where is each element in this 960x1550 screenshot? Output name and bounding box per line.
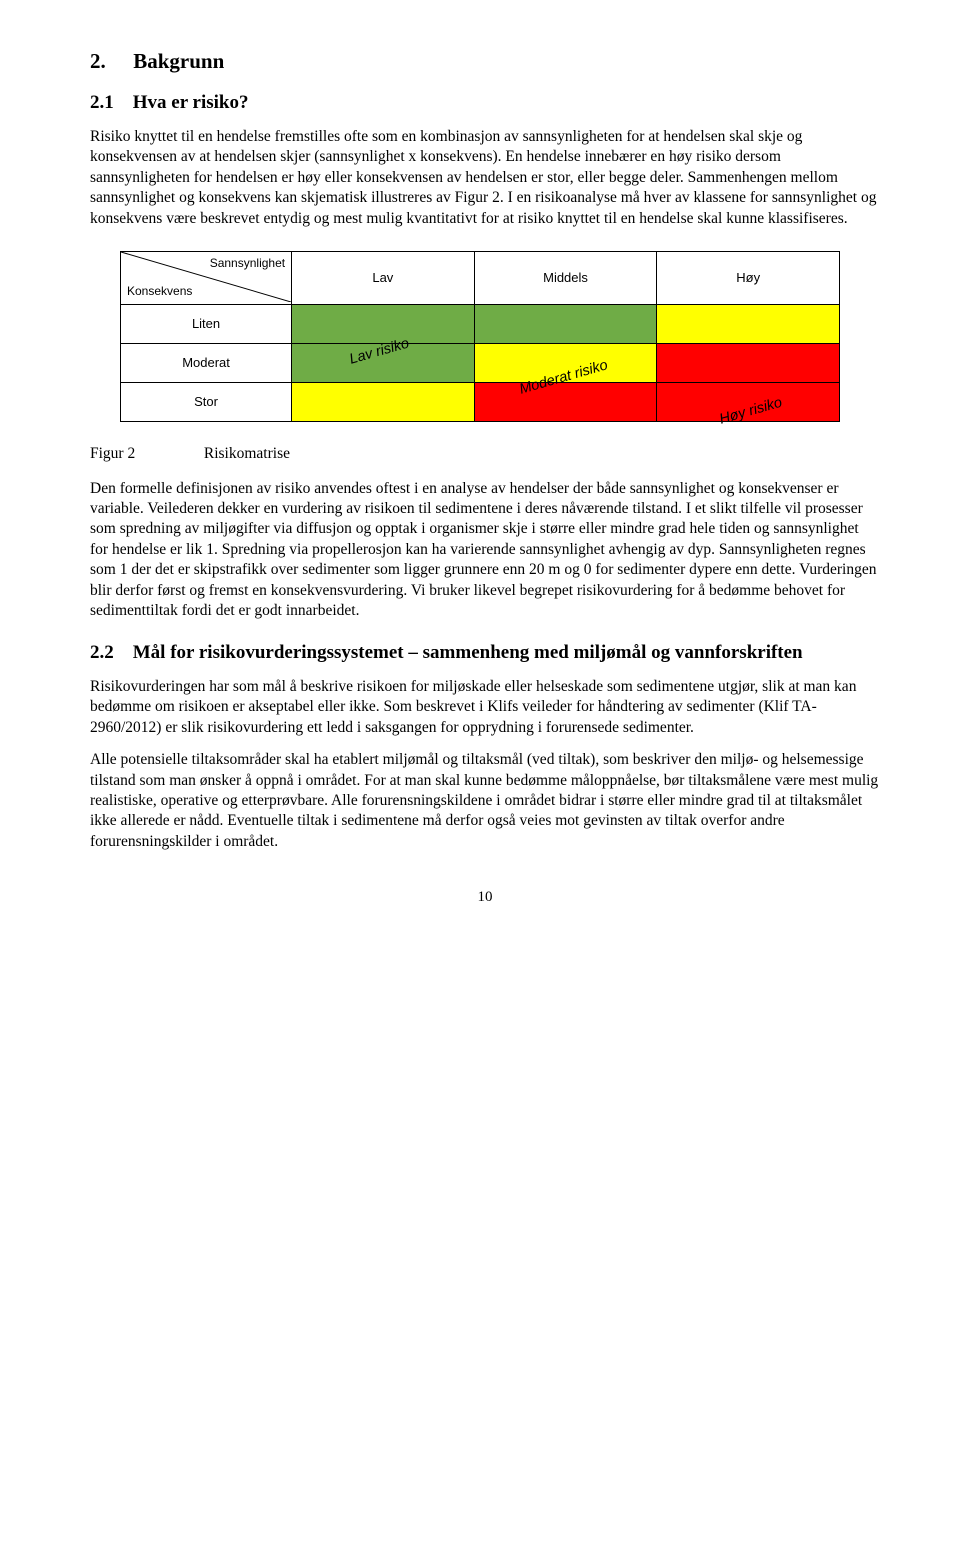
- section-heading: 2. Bakgrunn: [90, 48, 880, 76]
- heading-number: 2.2: [90, 640, 128, 665]
- matrix-col-header: Lav: [292, 252, 474, 305]
- body-paragraph: Den formelle definisjonen av risiko anve…: [90, 479, 880, 622]
- matrix-cell: [292, 344, 474, 383]
- heading-text: Hva er risiko?: [133, 92, 249, 113]
- matrix-cell: [657, 305, 840, 344]
- heading-number: 2.1: [90, 90, 128, 115]
- matrix-cell: [474, 344, 657, 383]
- axis-label-probability: Sannsynlighet: [210, 256, 285, 272]
- matrix-cell: [292, 383, 474, 422]
- matrix-cell: [292, 305, 474, 344]
- body-paragraph: Alle potensielle tiltaksområder skal ha …: [90, 750, 880, 852]
- matrix-corner-cell: Sannsynlighet Konsekvens: [121, 252, 292, 305]
- matrix-cell: [474, 305, 657, 344]
- risk-matrix: Sannsynlighet Konsekvens Lav Middels Høy…: [120, 251, 880, 422]
- figure-caption: Figur 2 Risikomatrise: [90, 444, 880, 464]
- heading-number: 2.: [90, 48, 128, 76]
- body-paragraph: Risiko knyttet til en hendelse fremstill…: [90, 127, 880, 229]
- matrix-row-header: Liten: [121, 305, 292, 344]
- matrix-cell: [474, 383, 657, 422]
- axis-label-consequence: Konsekvens: [127, 284, 192, 300]
- matrix-row-header: Stor: [121, 383, 292, 422]
- matrix-col-header: Høy: [657, 252, 840, 305]
- matrix-row-header: Moderat: [121, 344, 292, 383]
- matrix-col-header: Middels: [474, 252, 657, 305]
- figure-title: Risikomatrise: [204, 445, 290, 462]
- subsection-heading: 2.2 Mål for risikovurderingssystemet – s…: [90, 640, 880, 665]
- heading-text: Bakgrunn: [133, 49, 224, 73]
- figure-number: Figur 2: [90, 444, 200, 464]
- matrix-cell: [657, 383, 840, 422]
- body-paragraph: Risikovurderingen har som mål å beskrive…: [90, 677, 880, 738]
- page-number: 10: [90, 888, 880, 908]
- matrix-cell: [657, 344, 840, 383]
- heading-text: Mål for risikovurderingssystemet – samme…: [133, 640, 833, 665]
- subsection-heading: 2.1 Hva er risiko?: [90, 90, 880, 115]
- risk-matrix-table: Sannsynlighet Konsekvens Lav Middels Høy…: [120, 251, 840, 422]
